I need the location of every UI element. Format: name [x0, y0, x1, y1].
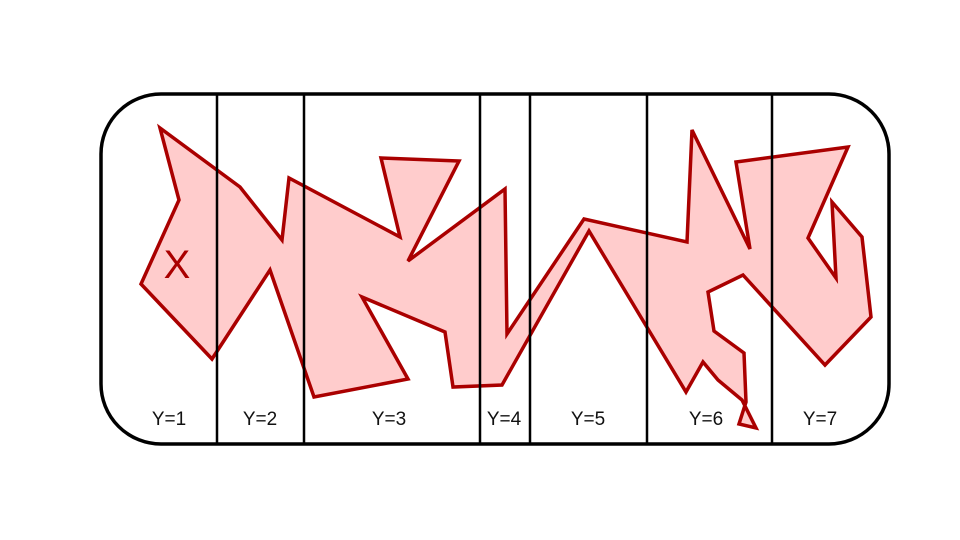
- zone-label-y2: Y=2: [243, 409, 277, 430]
- zone-label-y6: Y=6: [689, 409, 723, 430]
- zone-label-y1: Y=1: [152, 409, 186, 430]
- zone-label-y4: Y=4: [487, 409, 522, 430]
- zone-label-y5: Y=5: [571, 409, 605, 430]
- zone-label-y7: Y=7: [803, 409, 837, 430]
- zone-labels: Y=1 Y=2 Y=3 Y=4 Y=5 Y=6 Y=7: [152, 409, 837, 430]
- irregular-polygon: [138, 123, 873, 431]
- x-marker-label: X: [164, 243, 191, 287]
- zone-label-y3: Y=3: [372, 409, 406, 430]
- zone-dividers: [215, 94, 774, 444]
- outer-frame: [99, 92, 891, 446]
